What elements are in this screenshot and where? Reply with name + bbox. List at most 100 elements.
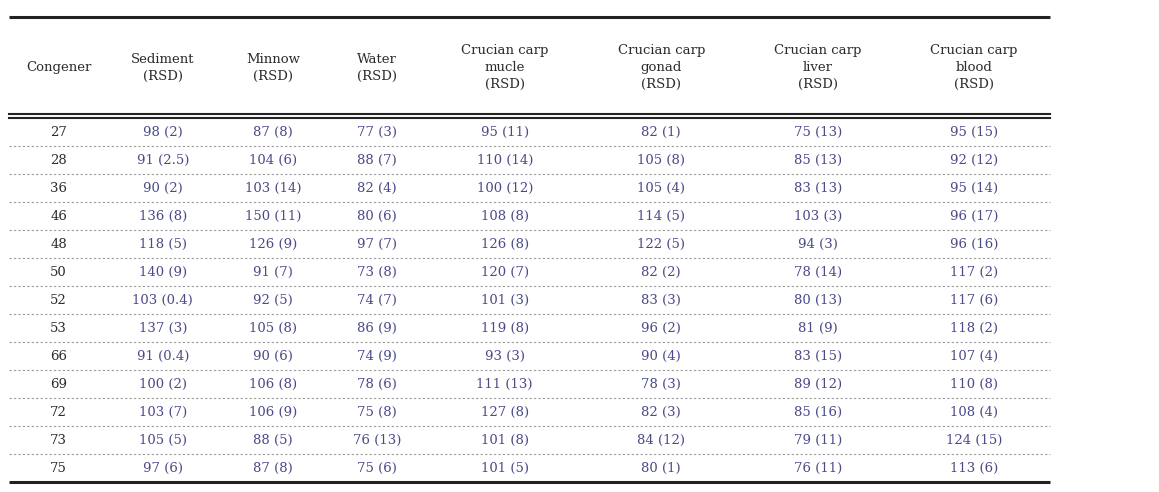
Text: 92 (5): 92 (5) <box>253 294 293 307</box>
Text: 137 (3): 137 (3) <box>139 322 187 335</box>
Text: 114 (5): 114 (5) <box>637 210 685 222</box>
Text: 75 (6): 75 (6) <box>357 461 398 475</box>
Text: 88 (7): 88 (7) <box>357 154 398 167</box>
Text: 90 (4): 90 (4) <box>641 350 681 363</box>
Text: 103 (3): 103 (3) <box>794 210 841 222</box>
Text: 96 (2): 96 (2) <box>641 322 681 335</box>
Text: 78 (6): 78 (6) <box>357 378 398 391</box>
Text: 101 (8): 101 (8) <box>481 433 529 447</box>
Text: 27: 27 <box>50 125 67 139</box>
Text: 95 (11): 95 (11) <box>481 125 529 139</box>
Text: 36: 36 <box>50 182 67 195</box>
Text: 108 (8): 108 (8) <box>481 210 529 222</box>
Text: 82 (1): 82 (1) <box>641 125 681 139</box>
Text: 80 (6): 80 (6) <box>357 210 398 222</box>
Text: 85 (16): 85 (16) <box>794 405 841 419</box>
Text: 80 (1): 80 (1) <box>641 461 681 475</box>
Text: 83 (13): 83 (13) <box>794 182 841 195</box>
Text: 50: 50 <box>50 266 67 278</box>
Text: 136 (8): 136 (8) <box>139 210 187 222</box>
Text: 96 (17): 96 (17) <box>950 210 998 222</box>
Text: 105 (8): 105 (8) <box>249 322 297 335</box>
Text: 90 (6): 90 (6) <box>253 350 293 363</box>
Text: 117 (2): 117 (2) <box>950 266 998 278</box>
Text: Crucian carp
mucle
(RSD): Crucian carp mucle (RSD) <box>461 44 548 91</box>
Text: 80 (13): 80 (13) <box>794 294 841 307</box>
Text: 52: 52 <box>50 294 67 307</box>
Text: 87 (8): 87 (8) <box>253 461 293 475</box>
Text: 85 (13): 85 (13) <box>794 154 841 167</box>
Text: 76 (11): 76 (11) <box>794 461 841 475</box>
Text: 82 (3): 82 (3) <box>641 405 681 419</box>
Text: 82 (4): 82 (4) <box>357 182 398 195</box>
Text: 104 (6): 104 (6) <box>249 154 297 167</box>
Text: 82 (2): 82 (2) <box>641 266 681 278</box>
Text: 118 (5): 118 (5) <box>139 238 187 250</box>
Text: 106 (9): 106 (9) <box>249 405 297 419</box>
Text: 101 (5): 101 (5) <box>481 461 529 475</box>
Text: Minnow
(RSD): Minnow (RSD) <box>246 53 300 83</box>
Text: 78 (14): 78 (14) <box>794 266 841 278</box>
Text: 113 (6): 113 (6) <box>950 461 998 475</box>
Text: 76 (13): 76 (13) <box>353 433 401 447</box>
Text: 117 (6): 117 (6) <box>950 294 998 307</box>
Text: 78 (3): 78 (3) <box>641 378 681 391</box>
Text: 95 (15): 95 (15) <box>950 125 998 139</box>
Text: 96 (16): 96 (16) <box>950 238 998 250</box>
Text: 79 (11): 79 (11) <box>794 433 841 447</box>
Text: 94 (3): 94 (3) <box>797 238 838 250</box>
Text: 105 (4): 105 (4) <box>637 182 685 195</box>
Text: 110 (8): 110 (8) <box>950 378 998 391</box>
Text: 46: 46 <box>50 210 67 222</box>
Text: 97 (7): 97 (7) <box>357 238 398 250</box>
Text: 91 (0.4): 91 (0.4) <box>137 350 189 363</box>
Text: 103 (0.4): 103 (0.4) <box>132 294 194 307</box>
Text: 108 (4): 108 (4) <box>950 405 998 419</box>
Text: 126 (9): 126 (9) <box>249 238 297 250</box>
Text: 101 (3): 101 (3) <box>481 294 529 307</box>
Text: 95 (14): 95 (14) <box>950 182 998 195</box>
Text: 126 (8): 126 (8) <box>481 238 529 250</box>
Text: 77 (3): 77 (3) <box>357 125 398 139</box>
Text: 83 (3): 83 (3) <box>641 294 681 307</box>
Text: 73 (8): 73 (8) <box>357 266 398 278</box>
Text: Crucian carp
gonad
(RSD): Crucian carp gonad (RSD) <box>618 44 705 91</box>
Text: Sediment
(RSD): Sediment (RSD) <box>131 53 195 83</box>
Text: 83 (15): 83 (15) <box>794 350 841 363</box>
Text: 106 (8): 106 (8) <box>249 378 297 391</box>
Text: 66: 66 <box>50 350 67 363</box>
Text: 87 (8): 87 (8) <box>253 125 293 139</box>
Text: 81 (9): 81 (9) <box>797 322 838 335</box>
Text: 74 (7): 74 (7) <box>357 294 398 307</box>
Text: 98 (2): 98 (2) <box>143 125 183 139</box>
Text: 122 (5): 122 (5) <box>637 238 685 250</box>
Text: 84 (12): 84 (12) <box>637 433 685 447</box>
Text: 93 (3): 93 (3) <box>484 350 525 363</box>
Text: Crucian carp
liver
(RSD): Crucian carp liver (RSD) <box>774 44 861 91</box>
Text: 140 (9): 140 (9) <box>139 266 187 278</box>
Text: 120 (7): 120 (7) <box>481 266 529 278</box>
Text: Water
(RSD): Water (RSD) <box>357 53 398 83</box>
Text: 103 (7): 103 (7) <box>139 405 187 419</box>
Text: 89 (12): 89 (12) <box>794 378 841 391</box>
Text: 100 (12): 100 (12) <box>476 182 533 195</box>
Text: 88 (5): 88 (5) <box>253 433 293 447</box>
Text: 75 (13): 75 (13) <box>794 125 841 139</box>
Text: 53: 53 <box>50 322 67 335</box>
Text: 127 (8): 127 (8) <box>481 405 529 419</box>
Text: 69: 69 <box>50 378 67 391</box>
Text: 124 (15): 124 (15) <box>946 433 1003 447</box>
Text: 103 (14): 103 (14) <box>245 182 301 195</box>
Text: 75: 75 <box>50 461 67 475</box>
Text: 73: 73 <box>50 433 67 447</box>
Text: 107 (4): 107 (4) <box>950 350 998 363</box>
Text: 150 (11): 150 (11) <box>245 210 301 222</box>
Text: 105 (8): 105 (8) <box>637 154 685 167</box>
Text: 110 (14): 110 (14) <box>476 154 533 167</box>
Text: 92 (12): 92 (12) <box>950 154 998 167</box>
Text: 91 (7): 91 (7) <box>253 266 293 278</box>
Text: 111 (13): 111 (13) <box>476 378 533 391</box>
Text: 100 (2): 100 (2) <box>139 378 187 391</box>
Text: 28: 28 <box>50 154 67 167</box>
Text: 97 (6): 97 (6) <box>143 461 183 475</box>
